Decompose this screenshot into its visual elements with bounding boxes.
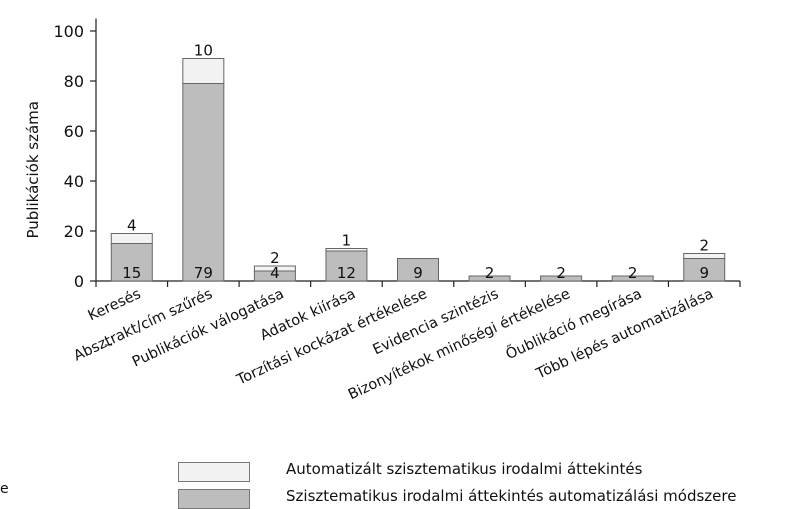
data-label-method: 2	[485, 264, 495, 282]
bar-segment-method	[397, 258, 439, 282]
data-label-method: 12	[337, 264, 356, 282]
data-label-method: 9	[699, 264, 709, 282]
bar-segment-automated	[182, 58, 225, 84]
legend-label-automated: Automatizált szisztematikus irodalmi átt…	[286, 460, 643, 478]
legend-swatch-method	[178, 489, 250, 509]
bar-segment-method	[468, 275, 511, 282]
bar-segment-automated	[325, 248, 368, 252]
data-label-method: 9	[413, 264, 423, 282]
y-tick-label: 100	[53, 22, 84, 41]
stray-dash-mark: _	[105, 330, 112, 346]
data-label-method: 4	[270, 264, 280, 282]
bar-segment-method	[611, 275, 654, 282]
bar-segment-automated	[110, 233, 153, 244]
y-tick-label: 0	[74, 272, 84, 291]
bar-segment-automated	[683, 253, 726, 259]
y-tick-label: 20	[64, 222, 84, 241]
data-label-method: 2	[556, 264, 566, 282]
y-tick-label: 80	[64, 72, 84, 91]
cropped-edge-text: e	[0, 481, 9, 497]
data-label-automated: 2	[699, 237, 709, 255]
data-label-method: 15	[122, 264, 141, 282]
y-tick-label: 60	[64, 122, 84, 141]
data-label-method: 79	[194, 264, 213, 282]
bars	[110, 58, 726, 282]
bar-segment-method	[182, 83, 225, 282]
bar-segment-automated	[253, 265, 296, 272]
data-label-automated: 1	[342, 232, 352, 250]
data-label-automated: 2	[270, 249, 280, 267]
axes: 0 20 40 60 80 100	[53, 18, 741, 291]
legend-label-method: Szisztematikus irodalmi áttekintés autom…	[286, 487, 737, 505]
legend-swatch-automated	[178, 462, 250, 482]
data-label-method: 2	[628, 264, 638, 282]
y-tick-label: 40	[64, 172, 84, 191]
data-label-automated: 4	[127, 217, 137, 235]
bar-segment-method	[540, 275, 583, 282]
y-axis-title: Publikációk száma	[24, 101, 42, 239]
x-category-label: Keresés	[86, 286, 144, 324]
data-label-automated: 10	[194, 42, 213, 60]
